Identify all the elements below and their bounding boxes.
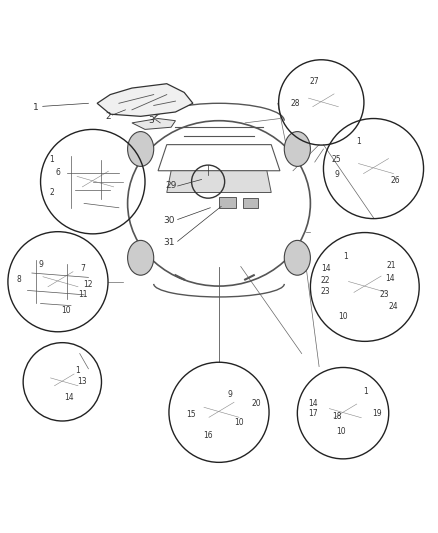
Text: 14: 14: [385, 274, 395, 282]
Text: 1: 1: [363, 387, 367, 396]
Text: 14: 14: [64, 393, 74, 401]
Text: 9: 9: [334, 169, 339, 179]
Text: 13: 13: [77, 377, 87, 386]
Text: 24: 24: [388, 302, 398, 311]
Text: 8: 8: [16, 275, 21, 284]
Text: 16: 16: [203, 431, 213, 440]
Bar: [219, 197, 237, 208]
Text: 14: 14: [308, 399, 318, 408]
Text: 31: 31: [163, 238, 175, 247]
Polygon shape: [132, 118, 176, 130]
Text: 25: 25: [332, 156, 341, 164]
Text: 10: 10: [61, 305, 71, 314]
Text: 19: 19: [372, 409, 381, 418]
Text: 15: 15: [186, 410, 195, 419]
Text: 1: 1: [49, 156, 54, 164]
Text: 26: 26: [390, 176, 400, 185]
Text: 10: 10: [339, 312, 348, 321]
Text: 17: 17: [308, 409, 318, 418]
Text: 27: 27: [310, 77, 320, 86]
Text: 22: 22: [321, 276, 330, 285]
Text: 30: 30: [163, 216, 175, 225]
Ellipse shape: [284, 240, 311, 275]
Text: 28: 28: [290, 99, 300, 108]
Text: 2: 2: [105, 112, 111, 121]
Text: 14: 14: [321, 264, 330, 273]
Text: 29: 29: [166, 181, 177, 190]
Text: 10: 10: [336, 427, 346, 437]
Text: 1: 1: [343, 252, 348, 261]
Text: 9: 9: [227, 390, 232, 399]
Polygon shape: [167, 171, 271, 192]
Bar: [243, 198, 258, 208]
Text: 21: 21: [386, 261, 396, 270]
Text: 10: 10: [234, 418, 244, 427]
Text: 1: 1: [356, 137, 360, 146]
Ellipse shape: [284, 132, 311, 166]
Polygon shape: [97, 84, 193, 116]
Text: 2: 2: [49, 188, 54, 197]
Text: 1: 1: [33, 103, 39, 112]
Ellipse shape: [127, 132, 154, 166]
Text: 20: 20: [251, 399, 261, 408]
Text: 12: 12: [84, 280, 93, 289]
Text: 23: 23: [380, 290, 389, 300]
Text: 18: 18: [332, 412, 341, 421]
Text: 11: 11: [78, 290, 88, 300]
Text: 7: 7: [81, 264, 86, 273]
Text: 1: 1: [75, 367, 80, 375]
Text: 23: 23: [321, 287, 330, 296]
Ellipse shape: [127, 240, 154, 275]
Text: 3: 3: [148, 116, 155, 125]
Text: 9: 9: [38, 260, 43, 269]
Text: 6: 6: [56, 168, 60, 177]
